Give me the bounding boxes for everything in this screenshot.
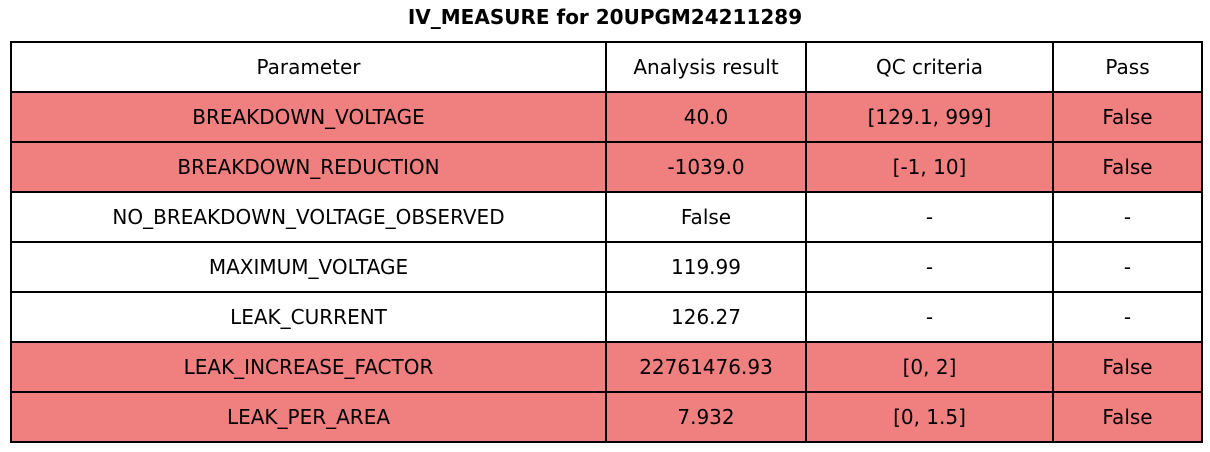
cell-analysis-result: 119.99: [605, 241, 807, 293]
cell-pass: False: [1052, 91, 1203, 143]
cell-parameter: LEAK_PER_AREA: [10, 391, 607, 443]
header-cell-parameter: Parameter: [10, 41, 607, 93]
cell-qc-criteria: [129.1, 999]: [805, 91, 1054, 143]
cell-qc-criteria: [0, 2]: [805, 341, 1054, 393]
header-cell-qc-criteria: QC criteria: [805, 41, 1054, 93]
cell-pass: False: [1052, 341, 1203, 393]
cell-parameter: LEAK_CURRENT: [10, 291, 607, 343]
table-row: LEAK_CURRENT 126.27 - -: [10, 291, 1203, 343]
cell-pass: False: [1052, 391, 1203, 443]
cell-analysis-result: False: [605, 191, 807, 243]
cell-qc-criteria: -: [805, 191, 1054, 243]
cell-pass: -: [1052, 291, 1203, 343]
cell-qc-criteria: [-1, 10]: [805, 141, 1054, 193]
table-row: BREAKDOWN_REDUCTION -1039.0 [-1, 10] Fal…: [10, 141, 1203, 193]
header-cell-pass: Pass: [1052, 41, 1203, 93]
table-row: NO_BREAKDOWN_VOLTAGE_OBSERVED False - -: [10, 191, 1203, 243]
chart-title: IV_MEASURE for 20UPGM24211289: [407, 5, 803, 29]
cell-analysis-result: -1039.0: [605, 141, 807, 193]
cell-qc-criteria: [0, 1.5]: [805, 391, 1054, 443]
cell-parameter: BREAKDOWN_REDUCTION: [10, 141, 607, 193]
cell-analysis-result: 7.932: [605, 391, 807, 443]
cell-parameter: NO_BREAKDOWN_VOLTAGE_OBSERVED: [10, 191, 607, 243]
cell-parameter: MAXIMUM_VOLTAGE: [10, 241, 607, 293]
header-cell-analysis-result: Analysis result: [605, 41, 807, 93]
cell-pass: -: [1052, 191, 1203, 243]
cell-analysis-result: 40.0: [605, 91, 807, 143]
header-row: Parameter Analysis result QC criteria Pa…: [10, 41, 1203, 93]
table-row: LEAK_PER_AREA 7.932 [0, 1.5] False: [10, 391, 1203, 443]
table-row: LEAK_INCREASE_FACTOR 22761476.93 [0, 2] …: [10, 341, 1203, 393]
cell-qc-criteria: -: [805, 241, 1054, 293]
cell-analysis-result: 22761476.93: [605, 341, 807, 393]
table-row: MAXIMUM_VOLTAGE 119.99 - -: [10, 241, 1203, 293]
cell-parameter: BREAKDOWN_VOLTAGE: [10, 91, 607, 143]
cell-pass: -: [1052, 241, 1203, 293]
table-row: BREAKDOWN_VOLTAGE 40.0 [129.1, 999] Fals…: [10, 91, 1203, 143]
cell-analysis-result: 126.27: [605, 291, 807, 343]
cell-qc-criteria: -: [805, 291, 1054, 343]
cell-parameter: LEAK_INCREASE_FACTOR: [10, 341, 607, 393]
cell-pass: False: [1052, 141, 1203, 193]
qc-results-table: Parameter Analysis result QC criteria Pa…: [10, 41, 1203, 443]
